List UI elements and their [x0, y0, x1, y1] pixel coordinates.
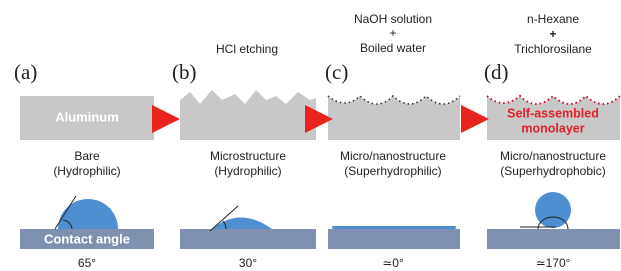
caption: (Superhydrophobic)	[500, 164, 605, 178]
substrate	[487, 229, 620, 249]
block-text: Self-assembled	[507, 106, 599, 120]
angle-value: ≃170°	[536, 256, 571, 270]
block-text: monolayer	[521, 121, 584, 135]
treatment: +	[549, 27, 556, 41]
substrate	[180, 229, 316, 249]
substrate-text: Contact angle	[44, 231, 130, 246]
caption: Micro/nanostructure	[340, 149, 446, 163]
caption: Microstructure	[210, 149, 286, 163]
treatment: n-Hexane	[527, 12, 579, 26]
caption: Bare	[74, 149, 100, 163]
treatment: NaOH solution	[354, 12, 432, 26]
treatment: Trichlorosilane	[514, 42, 592, 56]
treatment: HCl etching	[216, 42, 278, 56]
droplet-film	[332, 226, 456, 229]
panel-label: (d)	[484, 60, 509, 84]
diagram: (a) (b) (c) (d) HCl etching NaOH solutio…	[0, 0, 621, 271]
droplet	[212, 218, 272, 230]
caption: (Hydrophilic)	[214, 164, 281, 178]
angle-value: ≃0°	[382, 256, 404, 270]
etched-block	[180, 90, 316, 140]
panel-label: (c)	[325, 60, 348, 84]
treatment: +	[389, 26, 396, 40]
caption: Micro/nanostructure	[500, 149, 606, 163]
angle-value: 30°	[239, 256, 257, 270]
treatment: Boiled water	[360, 41, 426, 55]
substrate	[328, 229, 460, 249]
panel-label: (a)	[14, 60, 37, 84]
panel-label: (b)	[172, 60, 197, 84]
caption: (Hydrophilic)	[53, 164, 120, 178]
caption: (Superhydrophilic)	[344, 164, 441, 178]
nanostructured-block	[328, 96, 460, 140]
angle-value: 65°	[78, 256, 96, 270]
block-text: Aluminum	[55, 109, 119, 124]
droplet	[58, 199, 118, 229]
